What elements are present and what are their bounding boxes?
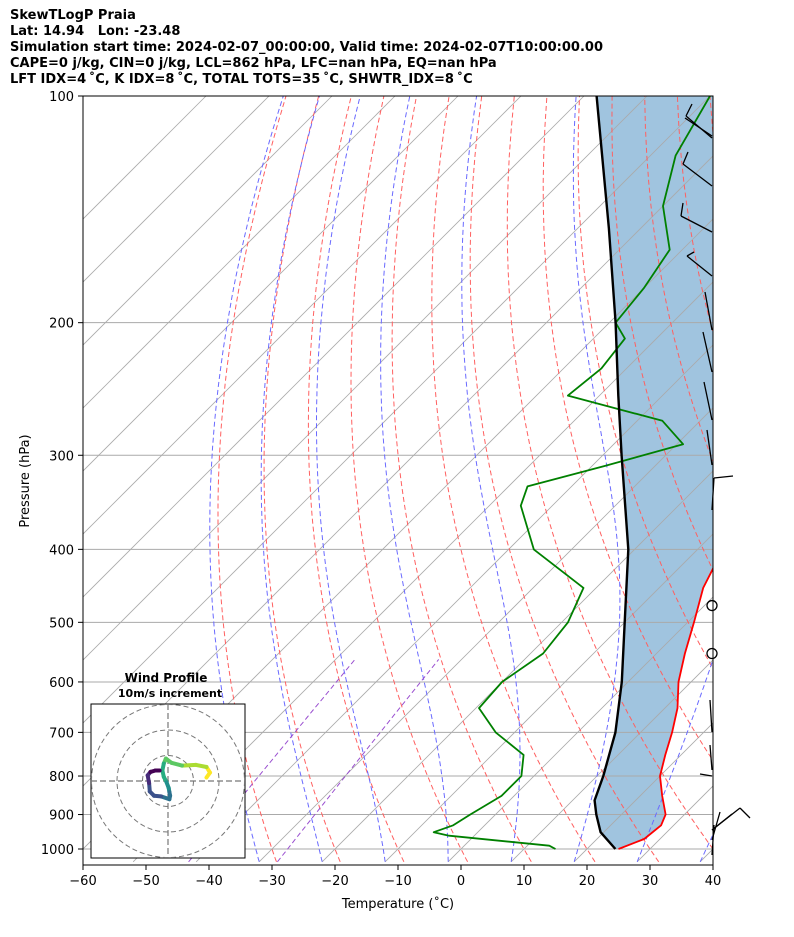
dry-adiabat	[775, 96, 794, 862]
x-tick-label: 10	[516, 874, 533, 889]
x-axis-label: Temperature (˚C)	[341, 896, 454, 912]
y-axis-label: Pressure (hPa)	[18, 434, 33, 527]
isotherm	[132, 281, 713, 863]
y-tick-label: 200	[49, 317, 74, 332]
x-tick-label: −30	[258, 874, 285, 889]
isotherm	[258, 407, 713, 863]
x-tick-label: −40	[195, 874, 222, 889]
cape-cin-area	[594, 96, 713, 849]
x-tick-label: −20	[321, 874, 348, 889]
dry-adiabat	[307, 96, 405, 863]
y-tick-label: 700	[49, 726, 74, 741]
y-tick-label: 1000	[41, 843, 74, 858]
x-tick-label: 0	[457, 874, 465, 889]
dewpoint-line	[432, 96, 711, 850]
y-tick-label: 600	[49, 676, 74, 691]
wind-barb	[684, 117, 713, 137]
time-line: Simulation start time: 2024-02-07_00:00:…	[10, 40, 603, 55]
dry-adiabat	[743, 96, 794, 862]
isotherm	[83, 96, 522, 535]
x-tick-label: −50	[132, 874, 159, 889]
dry-adiabat	[611, 96, 713, 572]
isotherm	[83, 96, 585, 598]
parcel-line	[593, 96, 630, 850]
isotherm	[83, 96, 396, 409]
isotherm	[447, 596, 713, 863]
moist-adiabat	[461, 96, 521, 862]
dry-adiabat	[391, 96, 532, 863]
isotherm-layer	[83, 96, 713, 863]
mixing-ratio-line	[277, 659, 440, 863]
isotherm	[573, 722, 713, 863]
y-tick-label: 900	[49, 809, 74, 824]
dry-adiabat	[263, 96, 341, 862]
chart-header: SkewTLogP Praia Lat: 14.94 Lon: -23.48 S…	[10, 8, 603, 88]
moist-adiabat-layer	[209, 96, 713, 863]
profile-layer	[432, 96, 713, 850]
wind-barb	[686, 251, 713, 277]
isotherm	[83, 96, 459, 472]
x-tick-label: −10	[384, 874, 411, 889]
calm-wind-marker	[706, 647, 718, 660]
dry-adiabat	[350, 96, 469, 863]
x-tick-label: 20	[579, 874, 596, 889]
x-tick-label: 30	[642, 874, 659, 889]
hodograph-title: Wind Profile	[125, 671, 208, 685]
isotherm	[195, 344, 713, 863]
dry-adiabat	[217, 96, 287, 862]
dry-adiabat	[542, 96, 713, 762]
location-line: Lat: 14.94 Lon: -23.48	[10, 24, 181, 39]
isotherm	[321, 470, 713, 863]
moist-adiabat	[380, 96, 449, 862]
dry-adiabat	[431, 96, 596, 863]
x-tick-label: −60	[69, 874, 96, 889]
isotherm	[83, 96, 270, 283]
calm-wind-marker	[706, 599, 718, 612]
isotherm	[83, 96, 333, 346]
moist-adiabat	[209, 96, 284, 862]
hodograph-subtitle: 10m/s increment	[118, 687, 222, 700]
moist-adiabat	[572, 96, 621, 862]
wind-barb	[702, 331, 713, 373]
moist-adiabat	[636, 658, 713, 862]
y-tick-label: 300	[49, 449, 74, 464]
temperature-line	[618, 566, 713, 850]
wind-barb	[711, 475, 734, 511]
y-tick-label: 800	[49, 770, 74, 785]
hodograph-plot	[91, 704, 245, 858]
plot-area	[83, 96, 794, 863]
isotherm	[384, 533, 713, 863]
moist-adiabat	[316, 96, 386, 862]
wind-barb	[703, 381, 713, 421]
dry-adiabat	[709, 96, 713, 138]
wind-barb	[711, 824, 715, 856]
wind-barb	[706, 429, 713, 466]
cape-fill-layer	[594, 96, 713, 849]
wind-barb	[680, 202, 713, 233]
wind-barb	[709, 744, 713, 771]
isotherm	[83, 96, 711, 724]
moist-adiabat	[260, 96, 323, 862]
y-tick-label: 400	[49, 543, 74, 558]
hodograph-segment	[180, 762, 198, 768]
wind-barb	[704, 291, 713, 331]
wind-barbs	[680, 103, 751, 856]
indices-line-1: CAPE=0 j/kg, CIN=0 j/kg, LCL=862 hPa, LF…	[10, 56, 497, 71]
y-tick-label: 100	[49, 90, 74, 105]
indices-line-2: LFT IDX=4 ˚C, K IDX=8 ˚C, TOTAL TOTS=35 …	[10, 72, 473, 87]
y-tick-label: 500	[49, 616, 74, 631]
axis-ticks: −60 −50 −40 −30 −20 −10 0 10 20 30 40 1000 900 800 700…	[41, 90, 721, 889]
chart-title: SkewTLogP Praia	[10, 8, 136, 23]
wind-barb	[699, 773, 713, 777]
dry-adiabat	[506, 96, 713, 850]
wind-barb	[711, 811, 733, 841]
wind-barb	[682, 151, 713, 187]
dry-adiabat	[469, 96, 660, 863]
x-tick-label: 40	[705, 874, 722, 889]
wind-barb	[709, 699, 713, 733]
hodograph-inset: Wind Profile 10m/s increment	[90, 671, 246, 859]
